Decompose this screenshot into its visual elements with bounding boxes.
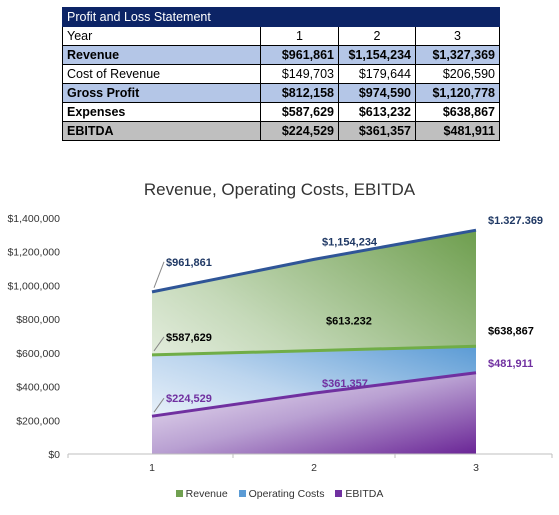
- area-chart: 1 2 3 $0 $200,000 $400,000 $600,000 $800,000 $1,…: [7, 213, 553, 474]
- data-label: $1,154,234: [322, 236, 378, 248]
- y-tick-label: $1,400,000: [7, 213, 60, 225]
- legend-label: Operating Costs: [248, 488, 325, 500]
- table-row-cost-of-revenue: Cost of Revenue $149,703 $179,644 $206,5…: [62, 64, 500, 84]
- y-tick-label: $1,000,000: [7, 280, 60, 292]
- row-label: Revenue: [62, 45, 261, 65]
- cell-value: $481,911: [415, 121, 500, 141]
- y-tick-label: $400,000: [16, 382, 60, 394]
- y-tick-label: $800,000: [16, 314, 60, 326]
- cell-value: $224,529: [260, 121, 339, 141]
- x-tick-label: 1: [149, 462, 155, 474]
- series-line-revenue: [151, 228, 477, 294]
- table-title: Profit and Loss Statement: [62, 7, 500, 27]
- data-label: $613.232: [326, 316, 372, 328]
- legend-item-revenue: Revenue: [175, 488, 228, 500]
- table-row-gross-profit: Gross Profit $812,158 $974,590 $1,120,77…: [62, 83, 500, 103]
- data-label: $481,911: [488, 358, 533, 370]
- row-label: Expenses: [62, 102, 261, 122]
- cell-value: $812,158: [260, 83, 339, 103]
- legend-item-operating-costs: Operating Costs: [238, 488, 325, 500]
- row-label: EBITDA: [62, 121, 261, 141]
- profit-loss-table: Profit and Loss Statement Year 1 2 3 Rev…: [62, 7, 500, 141]
- legend-swatch: [238, 490, 246, 497]
- cell-value: $1,327,369: [415, 45, 500, 65]
- y-tick-label: $200,000: [16, 415, 60, 427]
- data-label: $224,529: [166, 393, 212, 405]
- data-label: $1.327.369: [488, 215, 543, 227]
- cell-value: $961,861: [260, 45, 339, 65]
- y-tick-label: $600,000: [16, 348, 60, 360]
- row-label: Gross Profit: [62, 83, 261, 103]
- area-ebitda: [152, 372, 476, 454]
- data-label-leader: [153, 261, 165, 289]
- cell-value: $149,703: [260, 64, 339, 84]
- cell-value: $638,867: [415, 102, 500, 122]
- x-tick-label: 2: [311, 462, 317, 474]
- table-row-revenue: Revenue $961,861 $1,154,234 $1,327,369: [62, 45, 500, 65]
- cell-value: $179,644: [338, 64, 416, 84]
- y-tick-label: $0: [48, 449, 60, 461]
- series-line-ebitda: [151, 371, 477, 418]
- legend-label: EBITDA: [345, 488, 384, 500]
- chart-title: Revenue, Operating Costs, EBITDA: [143, 180, 416, 199]
- data-label-leader: [153, 397, 165, 413]
- data-label: $587,629: [166, 332, 212, 344]
- cell-value: $1,154,234: [338, 45, 416, 65]
- x-tick-label: 3: [473, 462, 479, 474]
- y-tick-label: $1,200,000: [7, 247, 60, 259]
- data-label: $361,357: [322, 378, 368, 390]
- data-label: $638,867: [488, 325, 534, 337]
- chart-legend: Revenue Operating Costs EBITDA: [0, 488, 559, 500]
- legend-label: Revenue: [185, 488, 228, 500]
- cell-value: $974,590: [338, 83, 416, 103]
- series-line-operating-costs: [151, 344, 477, 357]
- legend-swatch: [175, 490, 183, 497]
- data-label: $961,861: [166, 257, 212, 269]
- cell-value: $361,357: [338, 121, 416, 141]
- legend-item-ebitda: EBITDA: [335, 488, 383, 500]
- cell-value: $1,120,778: [415, 83, 500, 103]
- data-label-leader: [153, 336, 165, 352]
- table-title-row: Profit and Loss Statement: [62, 7, 500, 27]
- table-row-ebitda: EBITDA $224,529 $361,357 $481,911: [62, 121, 500, 141]
- legend-swatch: [335, 490, 343, 497]
- table-row-expenses: Expenses $587,629 $613,232 $638,867: [62, 102, 500, 122]
- cell-value: $587,629: [260, 102, 339, 122]
- table-header-row: Year 1 2 3: [62, 26, 500, 46]
